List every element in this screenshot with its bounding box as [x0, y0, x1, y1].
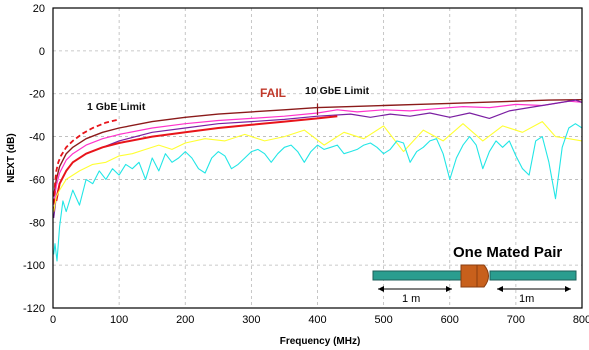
x-tick-label: 500 [374, 314, 392, 326]
y-tick-label: 0 [39, 46, 45, 58]
series-line-maroon-0 [53, 99, 583, 197]
connector-icon [460, 264, 489, 288]
y-axis-title: NEXT (dB) [6, 133, 17, 182]
x-tick-label: 0 [50, 314, 56, 326]
x-tick-label: 600 [441, 314, 459, 326]
x-tick-label: 200 [176, 314, 194, 326]
y-tick-label: -80 [29, 217, 45, 229]
x-axis-title: Frequency (MHz) [280, 336, 361, 347]
right-length-arrow [497, 286, 571, 292]
left-length-arrow [378, 286, 452, 292]
mated-pair-inset: One Mated Pair 1 m 1m [372, 244, 577, 305]
x-tick-label: 400 [308, 314, 326, 326]
y-tick-label: -40 [29, 132, 45, 144]
y-tick-label: 20 [33, 3, 45, 15]
x-tick-label: 300 [242, 314, 260, 326]
x-tick-label: 100 [110, 314, 128, 326]
series-line-magenta-1 [53, 100, 583, 206]
gbe-10-limit-label: 10 GbE Limit [305, 85, 370, 97]
left-length-label: 1 m [402, 293, 420, 305]
series-line-yellow-6 [53, 121, 583, 212]
gbe-1-limit-label: 1 GbE Limit [87, 101, 146, 113]
y-tick-label: -20 [29, 89, 45, 101]
x-tick-label: 800 [573, 314, 589, 326]
series-line-red-3 [55, 115, 338, 202]
series-line-cyan-7 [53, 123, 583, 262]
y-tick-label: -60 [29, 174, 45, 186]
tick-labels: 0 100 200 300 400 500 600 700 800200-20-40-60-80… [23, 3, 589, 326]
plot-frame [52, 7, 583, 309]
right-length-label: 1m [519, 293, 534, 305]
fail-label: FAIL [260, 86, 286, 100]
y-tick-label: -120 [23, 303, 45, 315]
inset-title: One Mated Pair [453, 244, 562, 261]
x-tick-label: 700 [507, 314, 525, 326]
series-group [52, 99, 583, 262]
y-tick-label: -100 [23, 260, 45, 272]
series-line-red-4 [52, 118, 120, 212]
right-cable [489, 270, 577, 281]
left-cable [372, 270, 463, 281]
grid-lines [53, 8, 582, 308]
